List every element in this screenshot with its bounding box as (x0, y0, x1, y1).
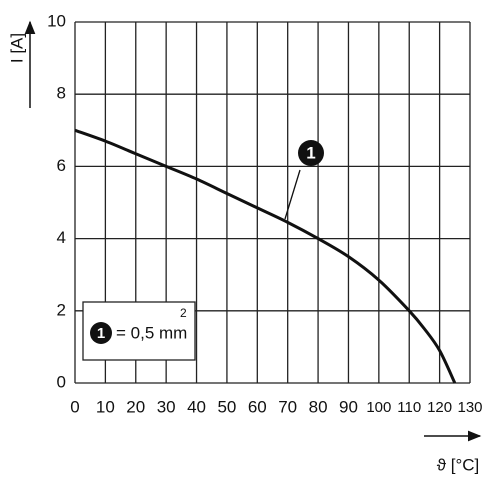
annotation-marker (298, 140, 324, 166)
x-tick-label: 130 (457, 399, 482, 416)
x-axis-label: ϑ [°C] (437, 455, 480, 474)
y-tick-label: 6 (57, 156, 66, 175)
x-tick-label: 110 (397, 399, 421, 416)
y-tick-label: 0 (57, 372, 66, 391)
legend-text: = 0,5 mm (116, 323, 187, 342)
legend-marker (90, 322, 112, 344)
x-tick-label: 100 (366, 399, 391, 416)
x-tick-label: 30 (157, 397, 176, 416)
x-tick-label: 20 (126, 397, 145, 416)
x-tick-label: 80 (309, 397, 328, 416)
y-tick-label: 10 (47, 11, 66, 30)
plot: 0 10 20 30 40 50 60 70 80 90 100 110 120 130 0 2 4 6 8 10 (47, 11, 482, 416)
annotation-leader (284, 169, 301, 220)
x-tick-label: 120 (427, 399, 452, 416)
x-tick-label: 90 (339, 397, 358, 416)
annotation-label: 1 (306, 143, 315, 162)
x-tick-label: 0 (70, 397, 79, 416)
legend-marker-label: 1 (97, 325, 105, 342)
x-tick-label: 40 (187, 397, 206, 416)
y-tick-label: 4 (57, 228, 66, 247)
x-tick-label: 60 (248, 397, 267, 416)
x-tick-label: 70 (278, 397, 297, 416)
x-tick-label: 10 (96, 397, 115, 416)
x-tick-label: 50 (217, 397, 236, 416)
y-tick-label: 2 (57, 300, 66, 319)
curve (74, 128, 457, 384)
y-tick-label: 8 (57, 84, 66, 103)
y-axis-label: I [A] (7, 33, 26, 63)
legend-superscript: 2 (180, 306, 187, 320)
